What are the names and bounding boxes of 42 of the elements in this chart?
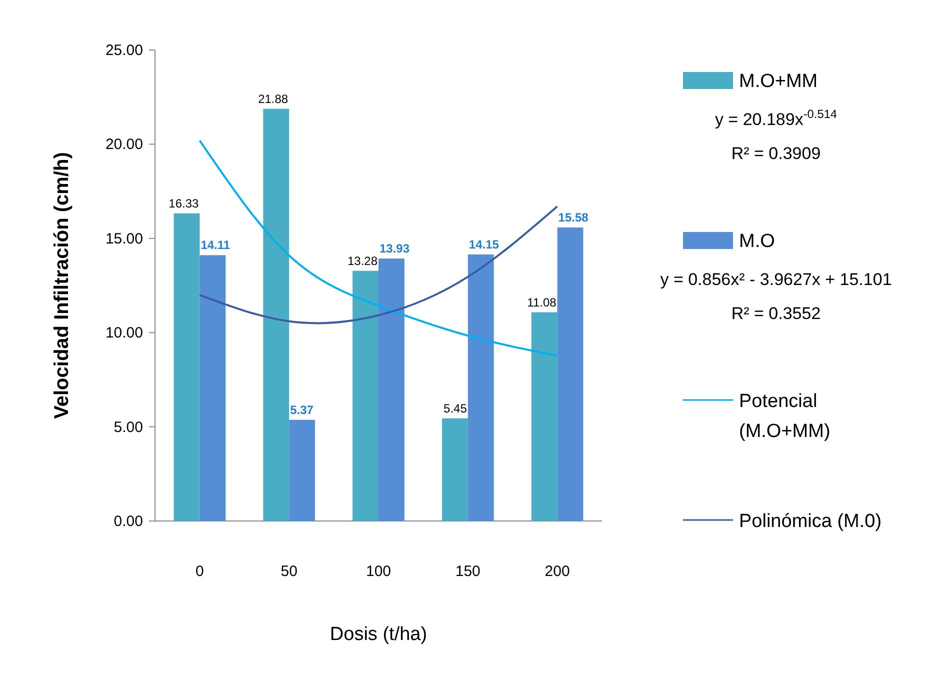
- text: y = 20.189x$^{-0.514}$: [714, 107, 838, 129]
- bar: [289, 420, 316, 521]
- data-label: 13.28: [347, 254, 378, 268]
- y-tick-label: 10.00: [105, 324, 143, 342]
- legend-label: M.O+MM: [739, 71, 818, 92]
- data-label: 5.37: [290, 402, 314, 417]
- data-label: 16.33: [168, 196, 200, 210]
- y-axis-title: Velocidad Infiltración (cm/h): [51, 152, 73, 419]
- bar: [378, 258, 404, 521]
- data-label: 14.15: [468, 237, 500, 252]
- data-label: 14.11: [200, 238, 230, 252]
- y-tick-label: 15.00: [105, 230, 143, 248]
- text: y = 0.856x² - 3.9627x + 15.101: [660, 270, 892, 289]
- x-tick-label: 50: [280, 563, 298, 580]
- legend-label: Potencial (M.O+MM): [739, 391, 830, 442]
- x-tick-label: 100: [366, 563, 392, 580]
- data-label: 15.58: [558, 210, 589, 224]
- bar: [442, 418, 468, 521]
- data-label: 11.08: [527, 295, 557, 310]
- bar: [200, 255, 226, 521]
- legend-label: Polinómica (M.0): [739, 511, 882, 532]
- line-series: [198, 140, 558, 357]
- bar: [174, 213, 200, 521]
- y-tick-label: 20.00: [105, 136, 143, 154]
- y-tick-label: 25.00: [105, 42, 143, 59]
- x-axis-title: Dosis (t/ha): [330, 624, 428, 645]
- text: R² = 0.3552: [731, 304, 821, 323]
- x-tick-label: 200: [544, 563, 570, 580]
- y-tick-label: 0.00: [114, 513, 143, 530]
- data-label: 13.93: [380, 242, 410, 256]
- legend-label: M.O: [739, 231, 775, 252]
- data-label: 5.45: [444, 401, 468, 416]
- bar: [468, 254, 494, 521]
- x-tick-label: 0: [196, 563, 204, 580]
- bar: [557, 227, 584, 521]
- bar: [352, 270, 378, 521]
- text: R² = 0.3909: [731, 144, 821, 163]
- y-tick-label: 5.00: [114, 418, 143, 436]
- data-label: 21.88: [258, 92, 288, 106]
- x-tick-label: 150: [455, 563, 480, 580]
- bar: [263, 108, 290, 521]
- bar: [531, 312, 558, 521]
